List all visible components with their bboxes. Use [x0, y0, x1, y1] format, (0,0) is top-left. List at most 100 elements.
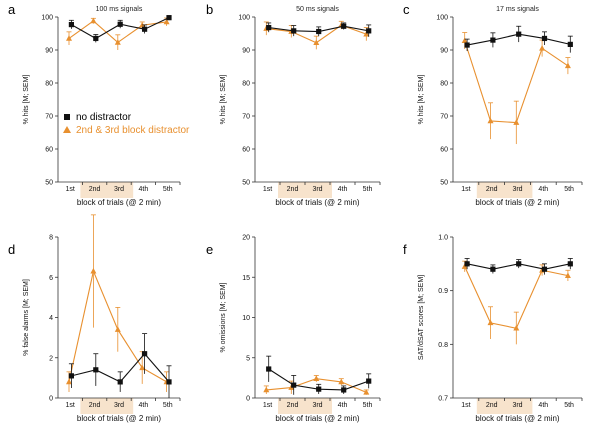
x-tick-label: 5th — [163, 402, 173, 409]
y-tick-label: 100 — [238, 15, 250, 22]
data-point-square — [341, 23, 347, 29]
x-tick-label: 1st — [461, 186, 470, 193]
series-no-distractor — [68, 333, 172, 398]
x-tick-label: 3rd — [114, 402, 124, 409]
data-point-triangle — [539, 45, 546, 51]
x-axis-label: block of trials (@ 2 min) — [77, 414, 161, 423]
panel-letter: a — [8, 2, 16, 17]
panel-letter: e — [206, 242, 213, 257]
distractor-block-shade — [278, 398, 332, 414]
y-tick-label: 0 — [246, 396, 250, 403]
data-point-square — [516, 31, 522, 37]
x-tick-label: 5th — [564, 402, 574, 409]
y-tick-label: 70 — [242, 114, 250, 121]
legend-marker-no-distractor — [64, 114, 70, 120]
y-tick-label: 10 — [242, 315, 250, 322]
x-axis-label: block of trials (@ 2 min) — [275, 414, 359, 423]
data-point-triangle — [487, 319, 494, 326]
y-tick-label: 90 — [242, 48, 250, 55]
y-axis-label: % false alarms [M; SEM] — [23, 279, 30, 356]
y-tick-label: 100 — [436, 15, 448, 22]
legend-label-distractor: 2nd & 3rd block distractor — [76, 125, 190, 136]
series-no-distractor — [266, 355, 372, 395]
y-tick-label: 4 — [49, 315, 53, 322]
x-axis-label: block of trials (@ 2 min) — [275, 198, 359, 207]
x-tick-label: 4th — [538, 186, 548, 193]
data-point-square — [366, 378, 372, 384]
y-tick-label: 70 — [440, 114, 448, 121]
series-no-distractor — [464, 25, 573, 53]
y-tick-label: 0.8 — [438, 342, 448, 349]
distractor-block-shade — [80, 398, 134, 414]
x-axis-label: block of trials (@ 2 min) — [475, 414, 559, 423]
chart-panel-b: b 50 ms signals 50 60 70 80 90 100 1st 2nd 3rd 4th 5… — [206, 2, 381, 207]
y-tick-label: 90 — [45, 48, 53, 55]
data-point-triangle — [487, 117, 494, 124]
data-point-square — [567, 261, 573, 267]
data-point-triangle — [114, 326, 121, 332]
x-tick-label: 3rd — [312, 402, 322, 409]
y-tick-label: 0.9 — [438, 288, 448, 295]
data-point-triangle — [564, 272, 571, 278]
data-point-triangle — [163, 18, 170, 25]
y-axis-label: % omissions [M; SEM] — [220, 282, 227, 352]
data-point-square — [490, 37, 496, 43]
data-point-triangle — [363, 389, 370, 395]
x-tick-label: 2nd — [287, 402, 299, 409]
distractor-block-shade — [476, 398, 533, 414]
x-tick-label: 3rd — [114, 186, 124, 193]
distractor-block-shade — [278, 182, 332, 198]
x-tick-label: 4th — [538, 402, 548, 409]
panel-letter: f — [403, 242, 407, 257]
data-point-triangle — [513, 119, 520, 125]
x-tick-label: 2nd — [89, 186, 101, 193]
x-tick-label: 1st — [263, 402, 272, 409]
data-point-triangle — [461, 37, 468, 44]
data-point-square — [166, 15, 172, 21]
y-tick-label: 60 — [440, 147, 448, 154]
y-axis-label: % hits [M; SEM] — [220, 75, 227, 125]
data-point-triangle — [313, 375, 320, 381]
data-point-square — [68, 21, 74, 28]
series-no-distractor — [464, 258, 573, 275]
x-tick-label: 2nd — [486, 402, 498, 409]
x-tick-label: 1st — [66, 402, 75, 409]
data-point-triangle — [114, 39, 121, 45]
y-tick-label: 15 — [242, 275, 250, 282]
data-point-triangle — [90, 17, 97, 24]
chart-panel-e: e 0 5 10 15 20 1st 2nd 3rd 4th 5th block of trials … — [206, 235, 381, 423]
data-point-square — [567, 41, 573, 47]
x-tick-label: 1st — [66, 186, 75, 193]
x-tick-label: 4th — [139, 186, 149, 193]
x-tick-label: 4th — [139, 402, 149, 409]
y-tick-label: 8 — [49, 235, 53, 242]
x-tick-label: 3rd — [312, 186, 322, 193]
legend-marker-distractor — [63, 126, 71, 133]
data-point-square — [93, 35, 99, 42]
y-tick-label: 60 — [45, 147, 53, 154]
data-point-square — [291, 382, 297, 388]
x-tick-label: 2nd — [486, 186, 498, 193]
data-point-square — [142, 26, 148, 32]
x-tick-label: 2nd — [287, 186, 299, 193]
data-point-square — [93, 367, 99, 373]
chart-panel-f: f 0.7 0.8 0.9 1.0 1st 2nd 3rd 4th 5th block of tri… — [403, 235, 583, 423]
chart-panel-a: a 100 ms signals 50 60 70 80 90 100 1st 2nd 3rd 4th… — [8, 2, 181, 207]
y-tick-label: 90 — [440, 48, 448, 55]
data-point-square — [316, 28, 322, 35]
data-point-square — [464, 261, 470, 267]
data-point-square — [142, 351, 148, 357]
chart-panel-c: c 17 ms signals 50 60 70 80 90 100 1st 2nd 3rd 4th 5… — [403, 2, 583, 207]
data-point-square — [166, 379, 172, 385]
x-tick-label: 5th — [564, 186, 574, 193]
y-tick-label: 20 — [242, 235, 250, 242]
panel-letter: d — [8, 242, 15, 257]
y-tick-label: 80 — [242, 81, 250, 88]
x-tick-label: 1st — [461, 402, 470, 409]
data-point-square — [266, 24, 272, 31]
data-point-square — [68, 373, 74, 379]
x-tick-label: 3rd — [512, 186, 522, 193]
y-tick-label: 80 — [440, 81, 448, 88]
